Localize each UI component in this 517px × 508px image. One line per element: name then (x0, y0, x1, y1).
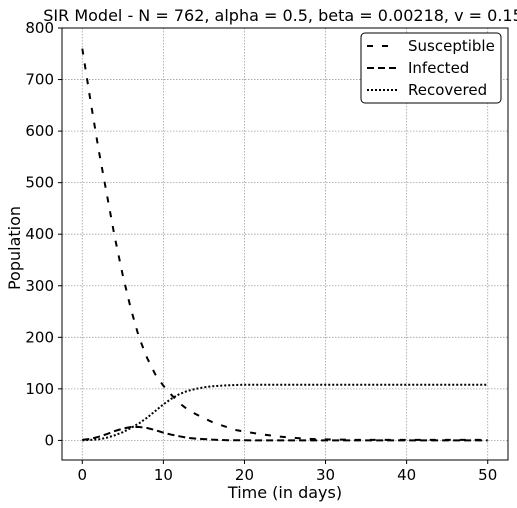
legend-label-recovered: Recovered (408, 81, 487, 99)
x-tick-label: 20 (235, 466, 254, 484)
y-tick-label: 800 (25, 19, 54, 37)
legend-label-infected: Infected (408, 59, 469, 77)
x-tick-label: 40 (397, 466, 416, 484)
series-line-recovered (82, 383, 488, 442)
y-tick-label: 500 (25, 174, 54, 192)
series-lines (81, 48, 488, 442)
y-tick-label: 400 (25, 225, 54, 243)
y-tick-label: 0 (44, 431, 54, 449)
y-axis-title: Population (5, 206, 24, 290)
y-tick-label: 600 (25, 122, 54, 140)
series-line-infected (82, 426, 488, 442)
x-tick-label: 10 (154, 466, 173, 484)
y-tick-label: 700 (25, 71, 54, 89)
legend-frame (360, 32, 502, 104)
chart-title: SIR Model - N = 762, alpha = 0.5, beta =… (43, 6, 517, 25)
plot-frame (61, 27, 509, 461)
x-tick-label: 30 (316, 466, 335, 484)
legend: Susceptible Infected Recovered (360, 32, 502, 104)
x-axis-title: Time (in days) (227, 483, 342, 502)
x-tick-label: 50 (478, 466, 497, 484)
x-tick-label: 0 (77, 466, 87, 484)
series-line-susceptible (81, 48, 488, 441)
legend-label-susceptible: Susceptible (408, 37, 495, 55)
y-tick-label: 300 (25, 277, 54, 295)
y-tick-label: 200 (25, 328, 54, 346)
y-tick-label: 100 (25, 380, 54, 398)
